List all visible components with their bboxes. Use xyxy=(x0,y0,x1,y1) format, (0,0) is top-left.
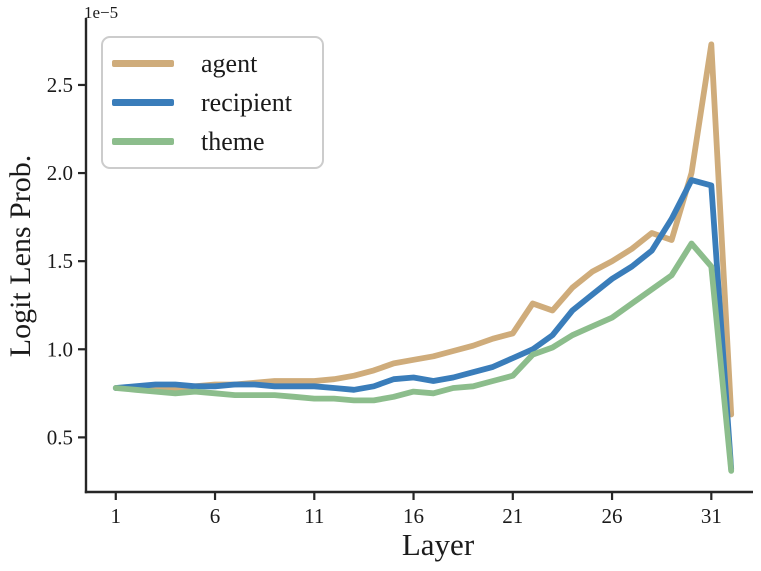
y-tick-label: 2.5 xyxy=(47,73,73,97)
axis-offset-text: 1e−5 xyxy=(84,3,119,22)
x-axis-label: Layer xyxy=(401,527,475,562)
y-tick-label: 2.0 xyxy=(47,161,73,185)
x-tick-label: 1 xyxy=(111,504,122,528)
x-tick-label: 6 xyxy=(210,504,221,528)
y-axis-label: Logit Lens Prob. xyxy=(4,154,37,358)
series-line-recipient xyxy=(112,177,735,473)
legend-label: recipient xyxy=(201,87,292,117)
legend-label: agent xyxy=(201,48,258,78)
x-tick-label: 11 xyxy=(304,504,324,528)
legend-swatch-agent xyxy=(112,60,174,67)
legend: agent recipient theme xyxy=(101,36,324,169)
legend-item-agent: agent xyxy=(112,48,322,78)
legend-swatch-recipient xyxy=(112,99,174,106)
series-line-theme xyxy=(112,240,735,474)
legend-item-recipient: recipient xyxy=(112,87,322,117)
x-tick-label: 21 xyxy=(502,504,523,528)
legend-item-theme: theme xyxy=(112,126,322,156)
x-tick-label: 31 xyxy=(701,504,722,528)
x-tick-label: 26 xyxy=(602,504,623,528)
legend-label: theme xyxy=(201,126,265,156)
legend-swatch-theme xyxy=(112,138,174,145)
x-tick-label: 16 xyxy=(403,504,424,528)
y-tick-label: 1.0 xyxy=(47,337,73,361)
y-tick-label: 0.5 xyxy=(47,425,73,449)
y-tick-label: 1.5 xyxy=(47,249,73,273)
